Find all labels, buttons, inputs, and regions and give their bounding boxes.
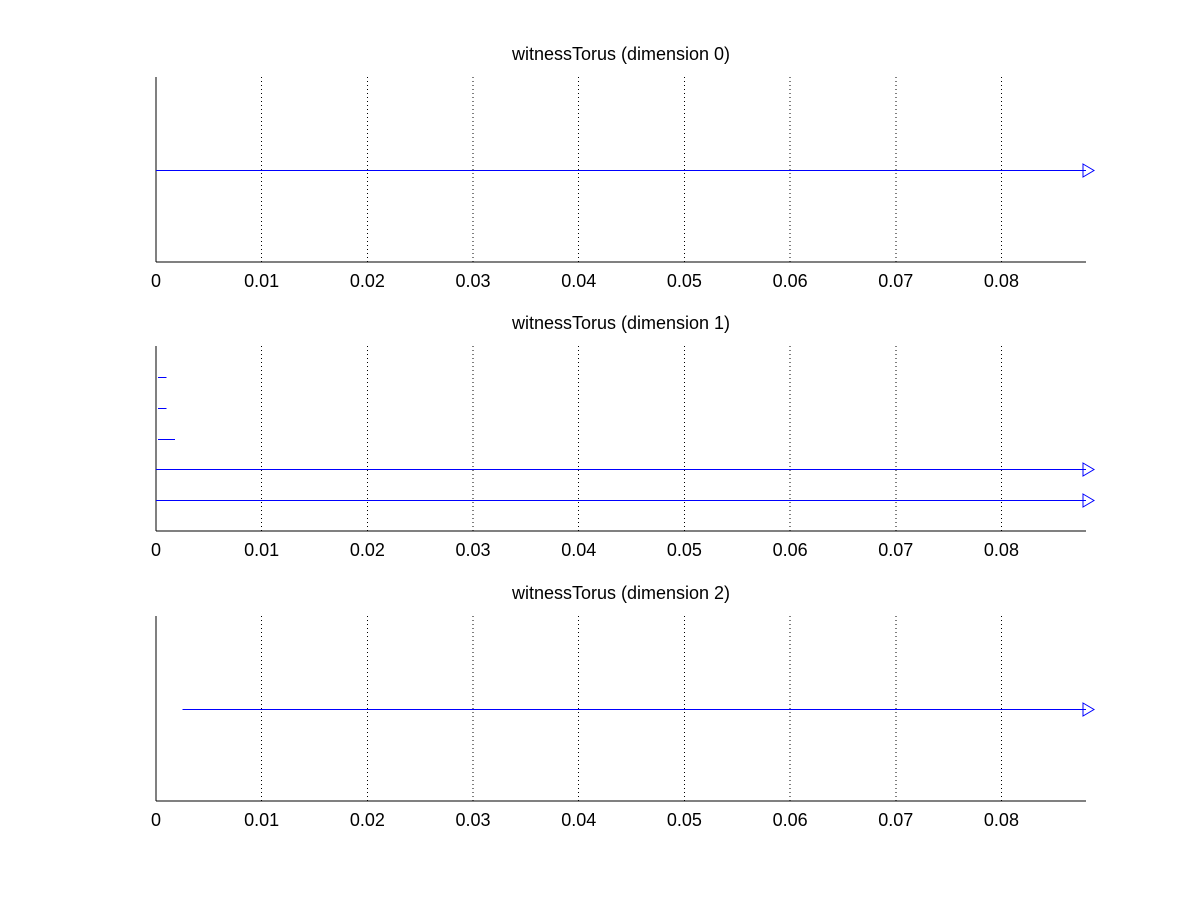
x-tick-label: 0.03 <box>456 271 491 291</box>
x-tick-label: 0 <box>151 540 161 560</box>
panels: witnessTorus (dimension 0) 0 0.01 0.02 0.03 0… <box>151 44 1095 830</box>
x-tick-label: 0.01 <box>244 271 279 291</box>
panel-title: witnessTorus (dimension 0) <box>511 44 730 64</box>
x-tick-label: 0 <box>151 271 161 291</box>
x-tick-label: 0.03 <box>456 540 491 560</box>
x-tick-label: 0.08 <box>984 540 1019 560</box>
x-tick-label: 0 <box>151 810 161 830</box>
panel-1: witnessTorus (dimension 1) 0 0.01 0.02 0.03 0… <box>151 313 1095 560</box>
panel-0: witnessTorus (dimension 0) 0 0.01 0.02 0.03 0… <box>151 44 1095 291</box>
x-tick-label: 0.02 <box>350 540 385 560</box>
x-tick-label: 0.04 <box>561 810 596 830</box>
x-tick-label: 0.04 <box>561 271 596 291</box>
x-tick-label: 0.06 <box>773 540 808 560</box>
x-tick-label: 0.05 <box>667 540 702 560</box>
x-tick-label: 0.05 <box>667 271 702 291</box>
x-tick-label: 0.08 <box>984 271 1019 291</box>
x-tick-label: 0.07 <box>878 540 913 560</box>
x-tick-label: 0.05 <box>667 810 702 830</box>
infinity-arrow-icon <box>1082 462 1095 477</box>
panel-title: witnessTorus (dimension 1) <box>511 313 730 333</box>
x-tick-label: 0.07 <box>878 271 913 291</box>
x-tick-label: 0.07 <box>878 810 913 830</box>
x-tick-label: 0.06 <box>773 810 808 830</box>
x-tick-label: 0.01 <box>244 810 279 830</box>
infinity-arrow-icon <box>1082 493 1095 508</box>
x-tick-label: 0.04 <box>561 540 596 560</box>
panel-title: witnessTorus (dimension 2) <box>511 583 730 603</box>
x-tick-label: 0.01 <box>244 540 279 560</box>
x-tick-label: 0.02 <box>350 271 385 291</box>
x-tick-label: 0.08 <box>984 810 1019 830</box>
infinity-arrow-icon <box>1082 163 1095 178</box>
infinity-arrow-icon <box>1082 702 1095 717</box>
x-tick-label: 0.02 <box>350 810 385 830</box>
x-tick-label: 0.03 <box>456 810 491 830</box>
x-tick-label: 0.06 <box>773 271 808 291</box>
panel-2: witnessTorus (dimension 2) 0 0.01 0.02 0.03 0… <box>151 583 1095 830</box>
